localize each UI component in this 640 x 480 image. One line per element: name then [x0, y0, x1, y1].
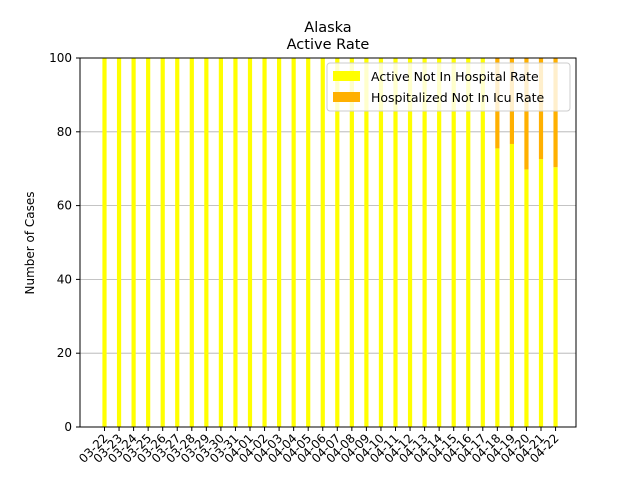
- bar-active-not-in-hospital: [277, 58, 282, 427]
- y-axis-label: Number of Cases: [23, 191, 37, 294]
- bar-active-not-in-hospital: [189, 58, 194, 427]
- bar-active-not-in-hospital: [364, 58, 369, 427]
- bar-active-not-in-hospital: [204, 58, 209, 427]
- bar-active-not-in-hospital: [349, 58, 354, 427]
- bar-active-not-in-hospital: [262, 58, 267, 427]
- legend-label: Hospitalized Not In Icu Rate: [371, 90, 545, 105]
- y-tick-label: 100: [49, 51, 72, 65]
- bar-active-not-in-hospital: [320, 58, 325, 427]
- bar-active-not-in-hospital: [116, 58, 122, 427]
- bar-active-not-in-hospital: [480, 58, 485, 427]
- bar-active-not-in-hospital: [131, 58, 136, 427]
- bar-active-not-in-hospital: [393, 58, 398, 427]
- legend-swatch: [333, 71, 360, 81]
- bar-active-not-in-hospital: [407, 58, 413, 427]
- bar-active-not-in-hospital: [466, 58, 471, 427]
- legend: Active Not In Hospital Rate Hospitalized …: [326, 62, 571, 112]
- bar-active-not-in-hospital: [509, 143, 514, 428]
- bar-active-not-in-hospital: [553, 167, 558, 427]
- bar-active-not-in-hospital: [437, 58, 442, 427]
- chart-title: Alaska: [304, 20, 351, 36]
- bar-active-not-in-hospital: [146, 58, 151, 427]
- y-tick-label: 0: [64, 420, 72, 434]
- legend-label: Active Not In Hospital Rate: [371, 69, 539, 84]
- bar-active-not-in-hospital: [247, 58, 253, 427]
- bar-active-not-in-hospital: [306, 58, 311, 427]
- bars: [102, 58, 558, 428]
- bar-active-not-in-hospital: [524, 169, 529, 428]
- y-tick-label: 80: [57, 125, 72, 139]
- legend-swatch: [333, 92, 360, 102]
- y-tick-label: 20: [57, 346, 72, 360]
- bar-active-not-in-hospital: [233, 58, 238, 427]
- grid-lines: [80, 131, 576, 354]
- bar-hospitalized-not-in-icu: [553, 58, 558, 168]
- bar-active-not-in-hospital: [451, 58, 456, 427]
- y-tick-label: 60: [57, 199, 72, 213]
- bar-hospitalized-not-in-icu: [524, 58, 529, 170]
- chart-subtitle: Active Rate: [287, 37, 370, 53]
- bar-active-not-in-hospital: [291, 58, 296, 427]
- bar-active-not-in-hospital: [422, 58, 427, 427]
- bar-active-not-in-hospital: [175, 58, 180, 427]
- bar-active-not-in-hospital: [495, 148, 500, 427]
- bar-active-not-in-hospital: [378, 58, 384, 427]
- y-tick-label: 40: [57, 272, 72, 286]
- bar-active-not-in-hospital: [160, 58, 165, 427]
- bar-active-not-in-hospital: [102, 58, 107, 427]
- bar-active-not-in-hospital: [538, 159, 544, 427]
- bar-active-not-in-hospital: [335, 58, 340, 427]
- legend-box: [326, 62, 571, 112]
- bar-active-not-in-hospital: [218, 58, 223, 427]
- plot-frame: [79, 57, 577, 428]
